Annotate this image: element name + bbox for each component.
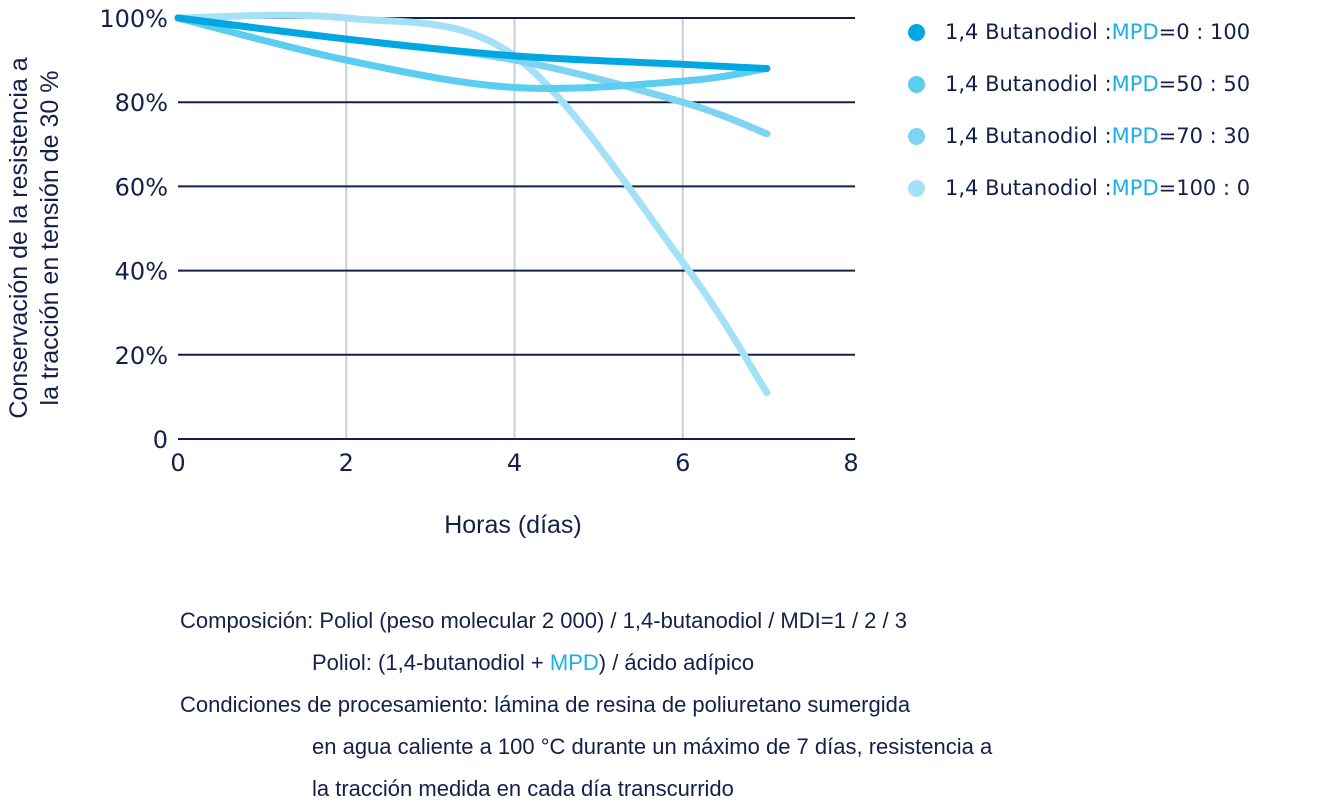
legend-label-mpd: MPD xyxy=(1111,20,1159,44)
x-tick-label: 4 xyxy=(507,449,522,477)
x-tick-label: 2 xyxy=(339,449,354,477)
chart-notes: Composición: Poliol (peso molecular 2 00… xyxy=(180,600,992,810)
legend-label-mpd: MPD xyxy=(1111,176,1159,200)
series-line xyxy=(174,11,771,397)
x-tick-label: 0 xyxy=(170,449,185,477)
y-tick-label: 100% xyxy=(99,5,168,33)
note-polyol-post: ) / ácido adípico xyxy=(598,650,755,675)
x-tick-label: 6 xyxy=(675,449,690,477)
note-polyol: Poliol: (1,4-butanodiol + MPD) / ácido a… xyxy=(180,642,992,684)
note-conditions-cont-1: en agua caliente a 100 °C durante un máx… xyxy=(312,734,993,759)
y-axis-label-line-2: la tracción en tensión de 30 % xyxy=(36,70,64,406)
chart-legend: 1,4 Butanodiol : MPD =0 : 100 1,4 Butanod… xyxy=(908,6,1250,214)
note-composition: Composición: Poliol (peso molecular 2 00… xyxy=(180,608,907,633)
series-line xyxy=(174,14,771,92)
y-tick-label: 0 xyxy=(153,426,168,454)
vertical-gridlines xyxy=(345,18,684,439)
y-axis-ticks: 0 20% 40% 60% 80% 100% xyxy=(99,5,168,454)
legend-dot-icon xyxy=(908,23,925,41)
legend-label-prefix: 1,4 Butanodiol : xyxy=(945,124,1112,148)
legend-label-prefix: 1,4 Butanodiol : xyxy=(945,20,1112,44)
y-tick-label: 80% xyxy=(115,89,168,117)
series-line xyxy=(174,14,771,73)
x-axis-label: Horas (días) xyxy=(444,511,582,539)
x-tick-label: 8 xyxy=(843,449,858,477)
legend-label-prefix: 1,4 Butanodiol : xyxy=(945,72,1112,96)
horizontal-gridlines xyxy=(178,17,855,440)
note-conditions: Condiciones de procesamiento: lámina de … xyxy=(180,692,911,717)
series-lines xyxy=(174,11,771,397)
y-tick-label: 40% xyxy=(115,258,168,286)
legend-label-prefix: 1,4 Butanodiol : xyxy=(945,176,1112,200)
legend-label-ratio: =100 : 0 xyxy=(1158,176,1251,200)
legend-label-ratio: =70 : 30 xyxy=(1158,124,1251,148)
y-tick-label: 60% xyxy=(115,173,168,201)
legend-label-ratio: =50 : 50 xyxy=(1158,72,1251,96)
note-polyol-pre: Poliol: (1,4-butanodiol + xyxy=(312,650,550,675)
legend-dot-icon xyxy=(908,75,925,93)
note-conditions-cont-2: la tracción medida en cada día transcurr… xyxy=(312,776,734,801)
note-polyol-mpd: MPD xyxy=(549,650,599,675)
legend-item: 1,4 Butanodiol : MPD =100 : 0 xyxy=(908,162,1250,214)
legend-item: 1,4 Butanodiol : MPD =50 : 50 xyxy=(908,58,1250,110)
legend-dot-icon xyxy=(908,127,925,145)
legend-label-mpd: MPD xyxy=(1111,72,1159,96)
legend-label-ratio: =0 : 100 xyxy=(1158,20,1251,44)
y-axis-label: Conservación de la resistencia a la trac… xyxy=(4,0,66,478)
legend-item: 1,4 Butanodiol : MPD =0 : 100 xyxy=(908,6,1250,58)
legend-item: 1,4 Butanodiol : MPD =70 : 30 xyxy=(908,110,1250,162)
line-chart: 0 20% 40% 60% 80% 100% 0 2 4 6 8 Horas (días) xyxy=(99,5,858,539)
x-axis-ticks: 0 2 4 6 8 xyxy=(170,449,858,477)
legend-dot-icon xyxy=(908,179,925,197)
legend-label-mpd: MPD xyxy=(1111,124,1159,148)
y-tick-label: 20% xyxy=(115,342,168,370)
y-axis-label-line-1: Conservación de la resistencia a xyxy=(5,57,33,419)
